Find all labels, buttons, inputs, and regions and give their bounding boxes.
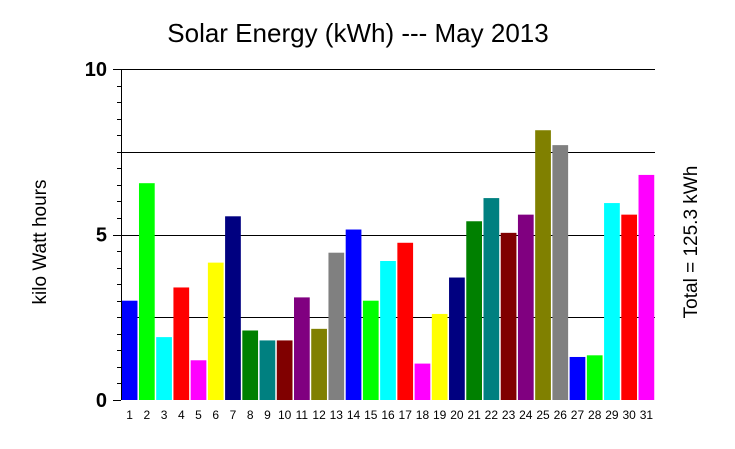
y-tick-label: 0: [96, 390, 107, 412]
bar: [449, 277, 465, 400]
x-tick-label: 29: [605, 408, 619, 422]
x-tick-label: 15: [364, 408, 378, 422]
y-tick-label: 10: [85, 59, 107, 81]
bar: [621, 214, 638, 400]
bar: [190, 360, 207, 400]
x-tick-labels: 1 2 3 4 5 6 7 8 9 10 11 12 13 14 15 16 17 18 19 20 21 22 23 24 2…: [126, 408, 653, 422]
x-tick-label: 31: [640, 408, 654, 422]
bar: [276, 340, 293, 400]
x-tick-label: 12: [312, 408, 326, 422]
x-tick-label: 23: [502, 408, 516, 422]
x-tick-label: 30: [622, 408, 636, 422]
bar: [328, 252, 345, 400]
x-tick-label: 2: [143, 408, 150, 422]
bar: [638, 174, 655, 400]
x-tick-label: 9: [264, 408, 271, 422]
x-tick-label: 17: [399, 408, 413, 422]
x-tick-label: 25: [536, 408, 550, 422]
x-tick-label: 28: [588, 408, 602, 422]
bar: [586, 355, 603, 400]
x-tick-label: 18: [416, 408, 430, 422]
x-tick-label: 16: [381, 408, 395, 422]
x-tick-label: 13: [330, 408, 344, 422]
bar: [242, 330, 259, 400]
x-tick-label: 20: [450, 408, 464, 422]
bar: [535, 130, 551, 401]
bar: [225, 216, 241, 400]
x-tick-label: 14: [347, 408, 361, 422]
bar: [156, 337, 172, 400]
bar: [414, 363, 431, 400]
minor-ticks: [113, 69, 121, 401]
bars: [121, 130, 655, 401]
bar: [466, 221, 482, 400]
x-tick-label: 8: [247, 408, 254, 422]
x-tick-label: 5: [195, 408, 202, 422]
x-tick-label: 6: [212, 408, 219, 422]
y-axis-label: kilo Watt hours: [30, 180, 51, 305]
bar: [362, 300, 379, 400]
bar: [173, 287, 190, 400]
x-tick-label: 11: [296, 408, 309, 422]
bar: [138, 183, 155, 400]
x-tick-label: 3: [161, 408, 168, 422]
x-tick-label: 1: [126, 408, 133, 422]
bar: [259, 340, 276, 400]
x-tick-label: 24: [519, 408, 533, 422]
bar: [311, 328, 327, 400]
total-label: Total = 125.3 kWh: [681, 166, 702, 319]
y-tick-label: 5: [96, 225, 107, 247]
x-tick-label: 7: [230, 408, 237, 422]
bar: [121, 300, 138, 400]
bar: [604, 203, 620, 400]
bar: [207, 262, 224, 400]
bar: [569, 356, 586, 400]
bar: [345, 229, 362, 400]
bar: [552, 145, 569, 400]
x-tick-label: 10: [278, 408, 292, 422]
x-tick-label: 22: [485, 408, 499, 422]
y-tick-labels: 0 5 10: [85, 59, 107, 412]
x-tick-label: 21: [467, 408, 481, 422]
bar: [431, 313, 448, 400]
bar: [517, 214, 534, 400]
x-tick-label: 19: [433, 408, 447, 422]
x-tick-label: 26: [554, 408, 568, 422]
x-tick-label: 27: [571, 408, 585, 422]
chart-title: Solar Energy (kWh) --- May 2013: [167, 18, 548, 48]
bar: [483, 198, 500, 400]
bar: [380, 260, 396, 400]
x-tick-label: 4: [178, 408, 185, 422]
bar: [294, 297, 310, 400]
bar: [500, 232, 517, 400]
bar: [397, 242, 414, 400]
